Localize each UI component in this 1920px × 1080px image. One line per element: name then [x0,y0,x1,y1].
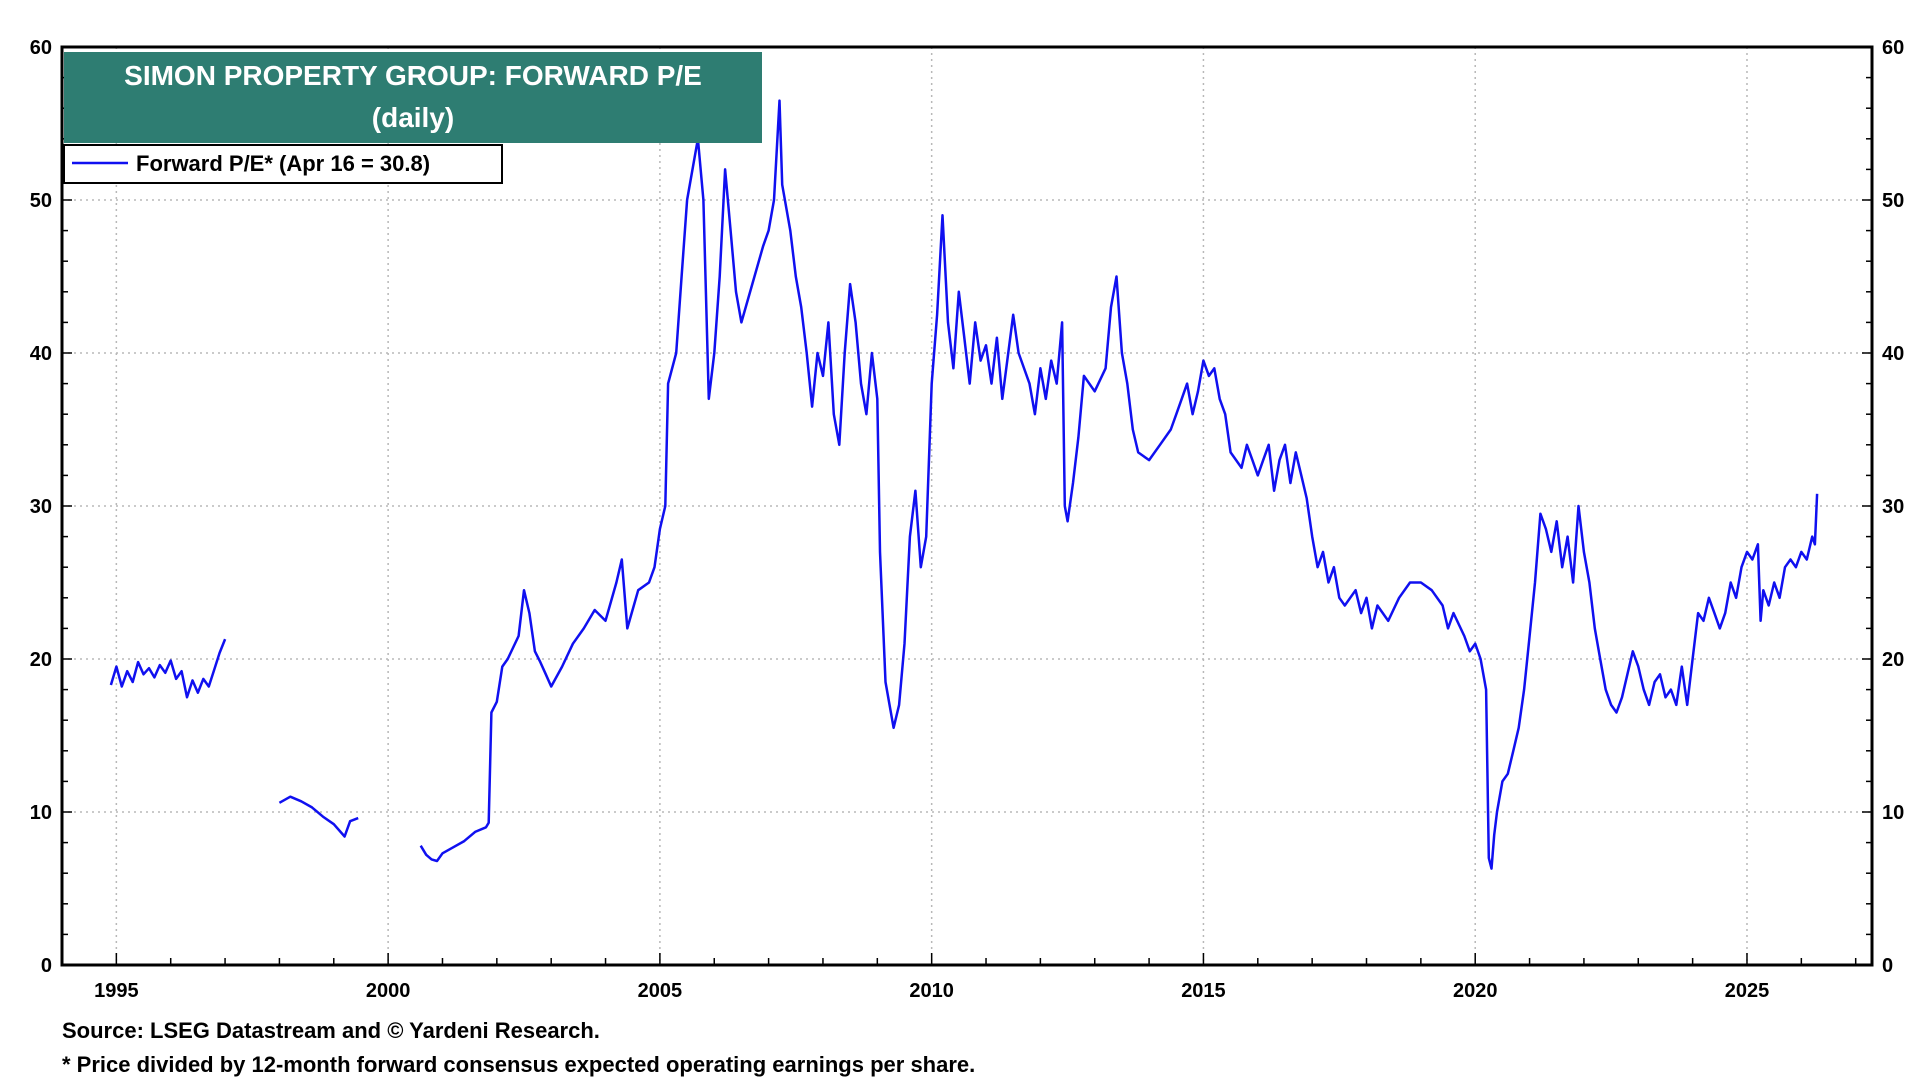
legend: Forward P/E* (Apr 16 = 30.8) [63,144,503,184]
source-note: Source: LSEG Datastream and © Yardeni Re… [62,1018,600,1043]
y-axis-left-labels: 0 10 20 30 40 50 60 [30,37,52,977]
y-tick-label-right: 10 [1882,802,1904,824]
grid-layer [62,47,1872,965]
y-tick-label-right: 40 [1882,343,1904,365]
y-tick-label-left: 20 [30,649,52,671]
y-tick-label-right: 60 [1882,37,1904,59]
y-tick-label-left: 50 [30,190,52,212]
series-line-segment [419,99,1819,870]
y-tick-label-left: 0 [41,955,52,977]
y-axis-right-labels: 0 10 20 30 40 50 60 [1882,37,1904,977]
x-tick-label: 2000 [366,980,411,1002]
y-tick-label-left: 40 [30,343,52,365]
legend-box [63,144,503,184]
x-tick-label: 2005 [638,980,683,1002]
y-tick-label-left: 10 [30,802,52,824]
y-tick-label-right: 50 [1882,190,1904,212]
chart-title: SIMON PROPERTY GROUP: FORWARD P/E [124,60,702,91]
x-tick-label: 1995 [94,980,139,1002]
x-axis-labels: 1995 2000 2005 2010 2015 2020 2025 [94,980,1769,1002]
chart-svg: 0 10 20 30 40 50 60 0 10 20 30 40 50 60 1995 2000 2005… [30,37,1905,1002]
y-tick-label-left: 30 [30,496,52,518]
x-tick-label: 2015 [1181,980,1226,1002]
y-tick-label-left: 60 [30,37,52,59]
chart-subtitle: (daily) [372,102,454,133]
y-tick-label-right: 30 [1882,496,1904,518]
series-line-layer [109,99,1819,870]
chart-title-box: SIMON PROPERTY GROUP: FORWARD P/E (daily… [64,52,762,143]
y-tick-label-right: 20 [1882,649,1904,671]
plot-frame [60,45,1874,967]
series-line-segment [109,638,227,699]
title-background [64,52,762,143]
y-tick-label-right: 0 [1882,955,1893,977]
x-tick-label: 2025 [1725,980,1770,1002]
footnote: * Price divided by 12-month forward cons… [62,1052,976,1077]
series-line-segment [278,795,359,838]
x-tick-label: 2020 [1453,980,1498,1002]
legend-label: Forward P/E* (Apr 16 = 30.8) [136,151,430,176]
x-tick-label: 2010 [909,980,954,1002]
